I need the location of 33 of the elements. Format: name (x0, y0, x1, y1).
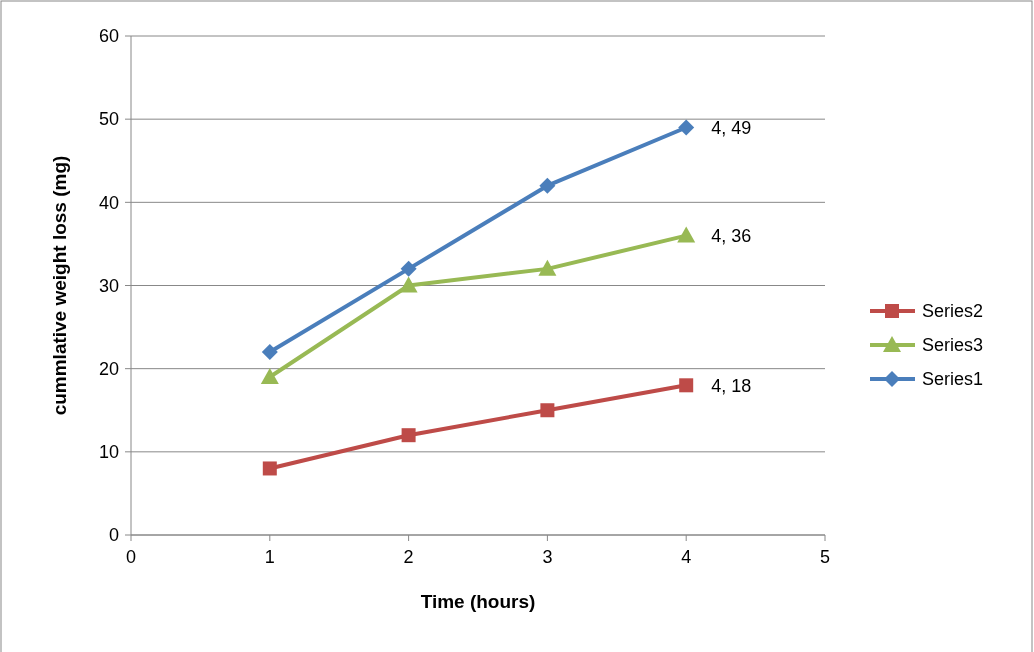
x-tick-label: 0 (125, 546, 137, 567)
y-tick-label: 50 (98, 109, 119, 130)
legend-label: Series3 (922, 335, 984, 356)
y-tick-label: 10 (98, 442, 119, 463)
legend-label: Series2 (922, 301, 984, 322)
y-tick-label: 60 (98, 26, 119, 47)
point (260, 367, 279, 384)
y-tick-label: 20 (98, 358, 119, 379)
x-tick-label: 5 (819, 546, 831, 567)
data-label: 4, 36 (711, 225, 752, 246)
data-label: 4, 18 (711, 375, 752, 396)
y-tick-label: 0 (108, 525, 119, 546)
point (261, 344, 278, 361)
point (679, 378, 694, 393)
point (678, 119, 695, 136)
point (262, 461, 277, 476)
x-tick-label: 4 (681, 546, 692, 567)
point (399, 276, 418, 293)
y-tick-label: 30 (98, 275, 119, 296)
point (677, 226, 696, 243)
x-axis-title: Time (hours) (420, 591, 536, 612)
point (400, 260, 417, 277)
x-tick-label: 1 (264, 546, 275, 567)
y-axis-title: cummlative weight loss (mg) (49, 155, 70, 416)
point (401, 428, 416, 443)
x-tick-label: 3 (542, 546, 553, 567)
point (540, 403, 555, 418)
y-tick-label: 40 (98, 192, 119, 213)
legend-label: Series1 (922, 369, 984, 390)
point (538, 259, 557, 276)
x-tick-label: 2 (403, 546, 414, 567)
data-label: 4, 49 (711, 117, 752, 138)
point (539, 177, 556, 194)
